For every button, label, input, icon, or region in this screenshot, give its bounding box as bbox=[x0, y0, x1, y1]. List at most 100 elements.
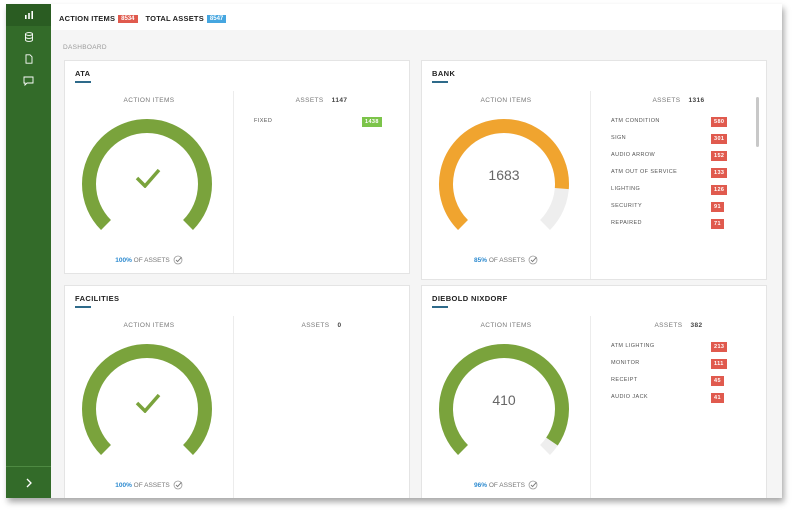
total-assets-label: TOTAL ASSETS bbox=[145, 14, 204, 23]
asset-label: SIGN bbox=[611, 135, 627, 141]
action-items-panel: ACTION ITEMS 410 96% OF ASSETS bbox=[422, 316, 590, 498]
asset-label: REPAIRED bbox=[611, 220, 642, 226]
percent-of-assets: 85% OF ASSETS bbox=[422, 255, 590, 265]
of-assets-label: OF ASSETS bbox=[131, 257, 170, 264]
gauge-chart bbox=[439, 344, 569, 455]
asset-row[interactable]: AUDIO ARROW 152 bbox=[611, 151, 736, 168]
asset-label: ATM CONDITION bbox=[611, 118, 660, 124]
asset-row[interactable]: REPAIRED 71 bbox=[611, 219, 736, 236]
verified-check-icon bbox=[528, 255, 538, 265]
asset-row[interactable]: LIGHTING 126 bbox=[611, 185, 736, 202]
total-assets-summary[interactable]: TOTAL ASSETS 8547 bbox=[146, 8, 227, 26]
of-assets-label: OF ASSETS bbox=[487, 257, 525, 264]
asset-row[interactable]: AUDIO JACK 41 bbox=[611, 393, 736, 410]
assets-label: ASSETS bbox=[301, 322, 330, 329]
assets-heading: ASSETS 382 bbox=[591, 322, 766, 329]
action-items-heading: ACTION ITEMS bbox=[480, 322, 532, 329]
assets-count: 382 bbox=[690, 322, 703, 329]
asset-row[interactable]: MONITOR 111 bbox=[611, 359, 736, 376]
percent-of-assets: 100% OF ASSETS bbox=[65, 255, 233, 265]
asset-label: RECEIPT bbox=[611, 377, 638, 383]
asset-row[interactable]: FIXED 1438 bbox=[254, 117, 382, 134]
of-assets-label: OF ASSETS bbox=[131, 482, 170, 489]
bar-chart-icon bbox=[24, 11, 33, 19]
asset-row[interactable]: RECEIPT 45 bbox=[611, 376, 736, 393]
assets-heading: ASSETS 1316 bbox=[591, 97, 766, 104]
asset-row[interactable]: ATM LIGHTING 213 bbox=[611, 342, 736, 359]
gauge[interactable] bbox=[78, 340, 216, 478]
asset-label: MONITOR bbox=[611, 360, 640, 366]
sidebar-item-database[interactable] bbox=[6, 26, 51, 48]
sidebar bbox=[6, 4, 51, 498]
assets-count: 0 bbox=[337, 322, 342, 329]
percent-of-assets: 100% OF ASSETS bbox=[65, 480, 233, 490]
title-underline bbox=[75, 306, 91, 308]
title-underline bbox=[432, 306, 448, 308]
total-assets-count-badge: 8547 bbox=[206, 15, 227, 23]
asset-label: ATM OUT OF SERVICE bbox=[611, 169, 678, 175]
asset-label: AUDIO JACK bbox=[611, 394, 649, 400]
asset-row[interactable]: SECURITY 91 bbox=[611, 202, 736, 219]
dashboard-card: DIEBOLD NIXDORF ACTION ITEMS 410 96% OF ASS… bbox=[421, 285, 767, 498]
percent-of-assets: 96% OF ASSETS bbox=[422, 480, 590, 490]
gauge-value: 1683 bbox=[488, 167, 520, 183]
assets-label: ASSETS bbox=[652, 97, 681, 104]
verified-check-icon bbox=[173, 480, 183, 490]
action-items-panel: ACTION ITEMS 1683 85% OF ASSETS bbox=[422, 91, 590, 279]
dashboard-card: BANK ACTION ITEMS 1683 85% OF ASSETS ASSETS 1… bbox=[421, 60, 767, 280]
asset-label: FIXED bbox=[254, 118, 273, 124]
action-items-heading: ACTION ITEMS bbox=[480, 97, 532, 104]
gauge[interactable] bbox=[78, 115, 216, 253]
assets-list: ATM CONDITION 580 SIGN 301 AUDIO ARROW 152 ATM… bbox=[611, 117, 736, 236]
card-title[interactable]: DIEBOLD NIXDORF bbox=[432, 294, 508, 303]
action-items-panel: ACTION ITEMS 100% OF ASSETS bbox=[65, 91, 233, 273]
assets-list: ATM LIGHTING 213 MONITOR 111 RECEIPT 45 AUDIO … bbox=[611, 342, 736, 410]
asset-label: SECURITY bbox=[611, 203, 643, 209]
card-title[interactable]: FACILITIES bbox=[75, 294, 120, 303]
percent-value: 100% bbox=[115, 482, 132, 489]
sidebar-expand-button[interactable] bbox=[6, 466, 51, 498]
assets-label: ASSETS bbox=[295, 97, 324, 104]
sidebar-item-documents[interactable] bbox=[6, 48, 51, 70]
card-title[interactable]: ATA bbox=[75, 69, 91, 78]
assets-panel: ASSETS 382 ATM LIGHTING 213 MONITOR 111 RECEIP… bbox=[591, 316, 766, 498]
assets-count: 1147 bbox=[331, 97, 348, 104]
asset-count-badge: 91 bbox=[711, 202, 724, 212]
asset-label: LIGHTING bbox=[611, 186, 641, 192]
card-divider bbox=[233, 91, 234, 273]
card-divider bbox=[233, 316, 234, 498]
asset-count-badge: 213 bbox=[711, 342, 728, 352]
scrollbar[interactable] bbox=[756, 97, 759, 147]
gauge-fill bbox=[439, 344, 569, 455]
sidebar-item-messages[interactable] bbox=[6, 70, 51, 92]
gauge[interactable]: 410 bbox=[435, 340, 573, 478]
asset-count-badge: 580 bbox=[711, 117, 728, 127]
asset-row[interactable]: ATM OUT OF SERVICE 133 bbox=[611, 168, 736, 185]
action-items-heading: ACTION ITEMS bbox=[123, 97, 175, 104]
sidebar-item-dashboard[interactable] bbox=[6, 4, 51, 26]
gauge-fill bbox=[439, 119, 569, 230]
gauge-value: 410 bbox=[492, 392, 516, 408]
asset-row[interactable]: ATM CONDITION 580 bbox=[611, 117, 736, 134]
percent-value: 96% bbox=[474, 482, 488, 489]
asset-row[interactable]: SIGN 301 bbox=[611, 134, 736, 151]
percent-value: 100% bbox=[115, 257, 132, 264]
action-items-count-badge: 8534 bbox=[118, 15, 138, 23]
assets-panel: ASSETS 1147 FIXED 1438 bbox=[234, 91, 409, 273]
assets-heading: ASSETS 1147 bbox=[234, 97, 409, 104]
app-window: ACTION ITEMS 8534 TOTAL ASSETS 8547 DASHBO… bbox=[6, 4, 782, 498]
asset-count-badge: 133 bbox=[711, 168, 728, 178]
card-divider bbox=[590, 91, 591, 279]
action-items-panel: ACTION ITEMS 100% OF ASSETS bbox=[65, 316, 233, 498]
checkmark-icon bbox=[135, 393, 161, 413]
assets-heading: ASSETS 0 bbox=[234, 322, 409, 329]
asset-count-badge: 301 bbox=[711, 134, 728, 144]
action-items-heading: ACTION ITEMS bbox=[123, 322, 175, 329]
gauge[interactable]: 1683 bbox=[435, 115, 573, 253]
card-divider bbox=[590, 316, 591, 498]
chevron-right-icon bbox=[26, 478, 32, 487]
database-icon bbox=[24, 32, 33, 42]
verified-check-icon bbox=[173, 255, 183, 265]
action-items-summary[interactable]: ACTION ITEMS 8534 bbox=[59, 8, 138, 26]
card-title[interactable]: BANK bbox=[432, 69, 456, 78]
